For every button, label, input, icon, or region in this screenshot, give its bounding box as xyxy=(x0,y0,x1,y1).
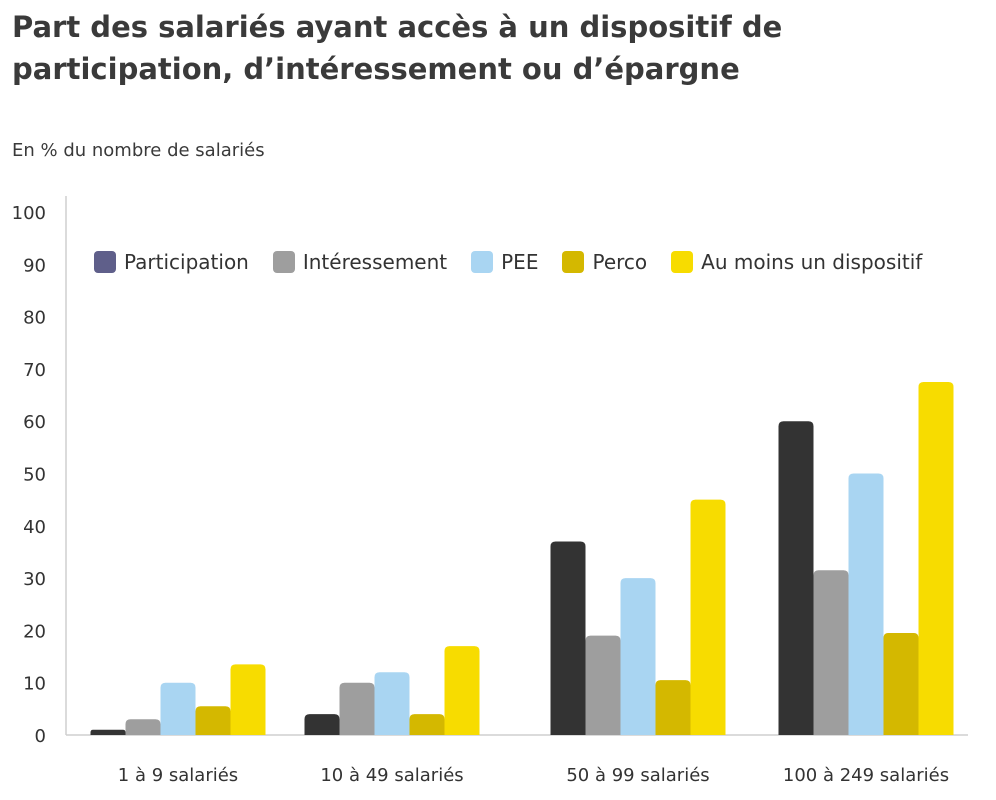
x-category-label: 50 à 99 salariés xyxy=(566,765,709,786)
legend-label: Intéressement xyxy=(302,250,448,274)
bar-perco-3 xyxy=(655,680,691,735)
bar-participation-1 xyxy=(90,729,126,735)
bar-au-moins-un-dispositif-3 xyxy=(690,499,726,735)
chart-title: Part des salariés ayant accès à un dispo… xyxy=(12,10,783,86)
legend-item: PEE xyxy=(471,250,538,274)
legend: Participation Intéressement PEE Perco Au moi… xyxy=(94,250,922,274)
legend-label: PEE xyxy=(501,250,539,274)
bars xyxy=(90,381,954,735)
legend-swatch xyxy=(94,251,116,273)
y-tick-label: 80 xyxy=(23,308,46,329)
bar-participation-4 xyxy=(778,421,814,735)
bar-au-moins-un-dispositif-2 xyxy=(444,646,480,735)
legend-item: Au moins un dispositif xyxy=(671,250,922,274)
bar-au-moins-un-dispositif-4 xyxy=(918,381,954,735)
y-tick-label: 30 xyxy=(23,569,46,590)
y-tick-label: 70 xyxy=(23,360,46,381)
x-category-label: 10 à 49 salariés xyxy=(320,765,463,786)
legend-label: Au moins un dispositif xyxy=(701,250,923,274)
bar-au-moins-un-dispositif-1 xyxy=(230,664,266,735)
legend-item: Participation xyxy=(94,250,249,274)
legend-item: Intéressement xyxy=(272,250,448,274)
bar-participation-3 xyxy=(550,541,586,735)
bar-pee-2 xyxy=(374,672,410,735)
bar-int-ressement-3 xyxy=(585,635,621,735)
y-tick-label: 10 xyxy=(23,674,46,695)
x-category-labels: 1 à 9 salariés 10 à 49 salariés 50 à 99 sa… xyxy=(118,765,949,786)
bar-perco-1 xyxy=(195,706,231,735)
y-tick-label: 20 xyxy=(23,621,46,642)
chart-subtitle: En % du nombre de salariés xyxy=(12,140,265,161)
bar-int-ressement-4 xyxy=(813,570,849,735)
y-tick-label: 0 xyxy=(35,726,46,747)
bar-perco-4 xyxy=(883,633,919,735)
bar-int-ressement-2 xyxy=(339,682,375,735)
x-category-label: 1 à 9 salariés xyxy=(118,765,238,786)
bar-participation-2 xyxy=(304,714,340,735)
y-tick-labels: 0 10 20 30 40 50 60 70 80 90 100 xyxy=(12,203,46,747)
legend-label: Perco xyxy=(592,250,648,274)
legend-label: Participation xyxy=(124,250,249,274)
bar-pee-1 xyxy=(160,682,196,735)
y-tick-label: 100 xyxy=(12,203,46,224)
bar-perco-2 xyxy=(409,714,445,735)
x-category-label: 100 à 249 salariés xyxy=(783,765,949,786)
legend-swatch xyxy=(272,251,295,273)
bar-int-ressement-1 xyxy=(125,719,161,735)
y-tick-label: 50 xyxy=(23,465,46,486)
legend-swatch xyxy=(562,251,585,273)
y-tick-label: 60 xyxy=(23,412,46,433)
y-tick-label: 40 xyxy=(23,517,46,538)
legend-swatch xyxy=(671,251,694,273)
y-tick-label: 90 xyxy=(23,255,46,276)
bar-pee-4 xyxy=(848,473,884,735)
legend-item: Perco xyxy=(562,250,647,274)
legend-swatch xyxy=(471,251,494,273)
bar-pee-3 xyxy=(620,578,656,735)
